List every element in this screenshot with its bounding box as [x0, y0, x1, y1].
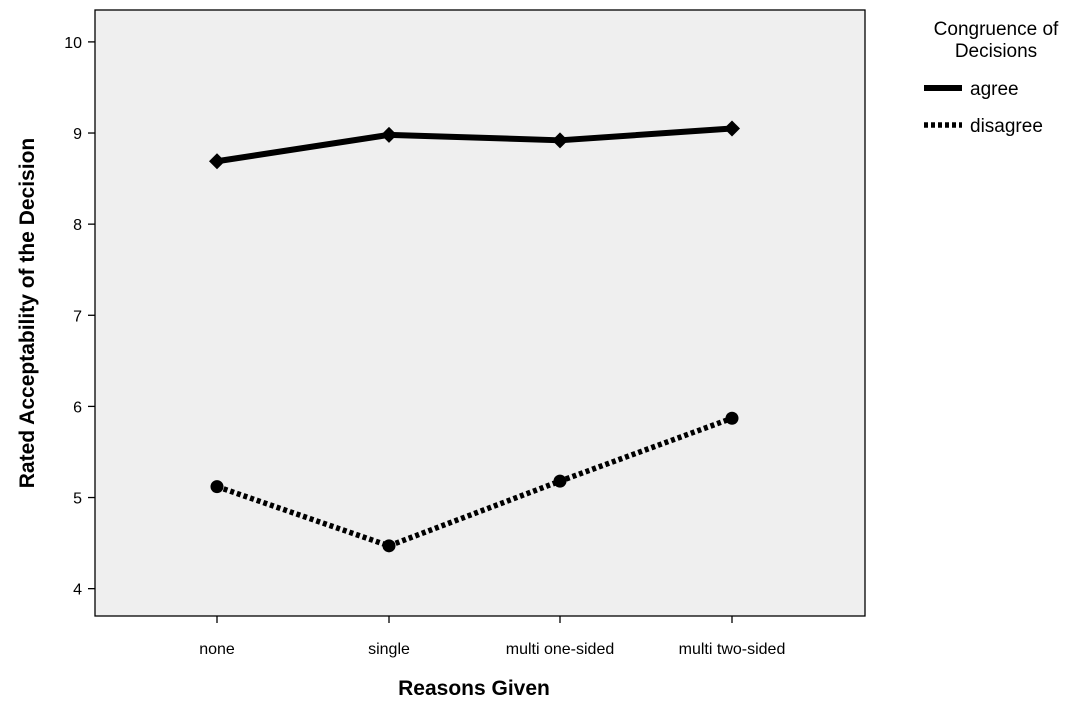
- x-tick-label: none: [199, 641, 235, 658]
- point-agree: [552, 132, 568, 149]
- x-tick-label: multi one-sided: [506, 641, 615, 658]
- legend-label-agree: agree: [970, 79, 1019, 100]
- point-agree: [381, 126, 397, 143]
- x-tick-label: single: [368, 641, 410, 658]
- y-axis-title: Rated Acceptability of the Decision: [16, 138, 39, 488]
- x-axis-title: Reasons Given: [398, 677, 550, 700]
- series-line-agree: [216, 125, 733, 165]
- y-tick-label: 8: [73, 217, 82, 234]
- y-tick-label: 7: [73, 308, 82, 325]
- plot-area: [94, 9, 866, 617]
- y-tick-label: 6: [73, 399, 82, 416]
- legend-title: Decisions: [955, 41, 1037, 62]
- point-agree: [724, 120, 740, 137]
- legend-label-disagree: disagree: [970, 116, 1043, 137]
- y-tick-label: 9: [73, 126, 82, 143]
- point-agree: [209, 153, 225, 170]
- series-layer: [209, 120, 740, 553]
- y-tick-label: 4: [73, 582, 82, 599]
- series-line-disagree: [216, 415, 733, 549]
- legend-title: Congruence of: [934, 19, 1059, 40]
- y-tick-label: 5: [73, 491, 82, 508]
- point-disagree: [725, 411, 739, 425]
- point-disagree: [210, 480, 224, 494]
- point-disagree: [553, 474, 567, 488]
- y-tick-label: 10: [64, 35, 82, 52]
- x-tick-label: multi two-sided: [679, 641, 786, 658]
- y-axis: 4 5 6 7 8 9 10: [64, 35, 95, 599]
- x-axis: none single multi one-sided multi two-sided: [199, 616, 785, 658]
- point-disagree: [382, 539, 396, 553]
